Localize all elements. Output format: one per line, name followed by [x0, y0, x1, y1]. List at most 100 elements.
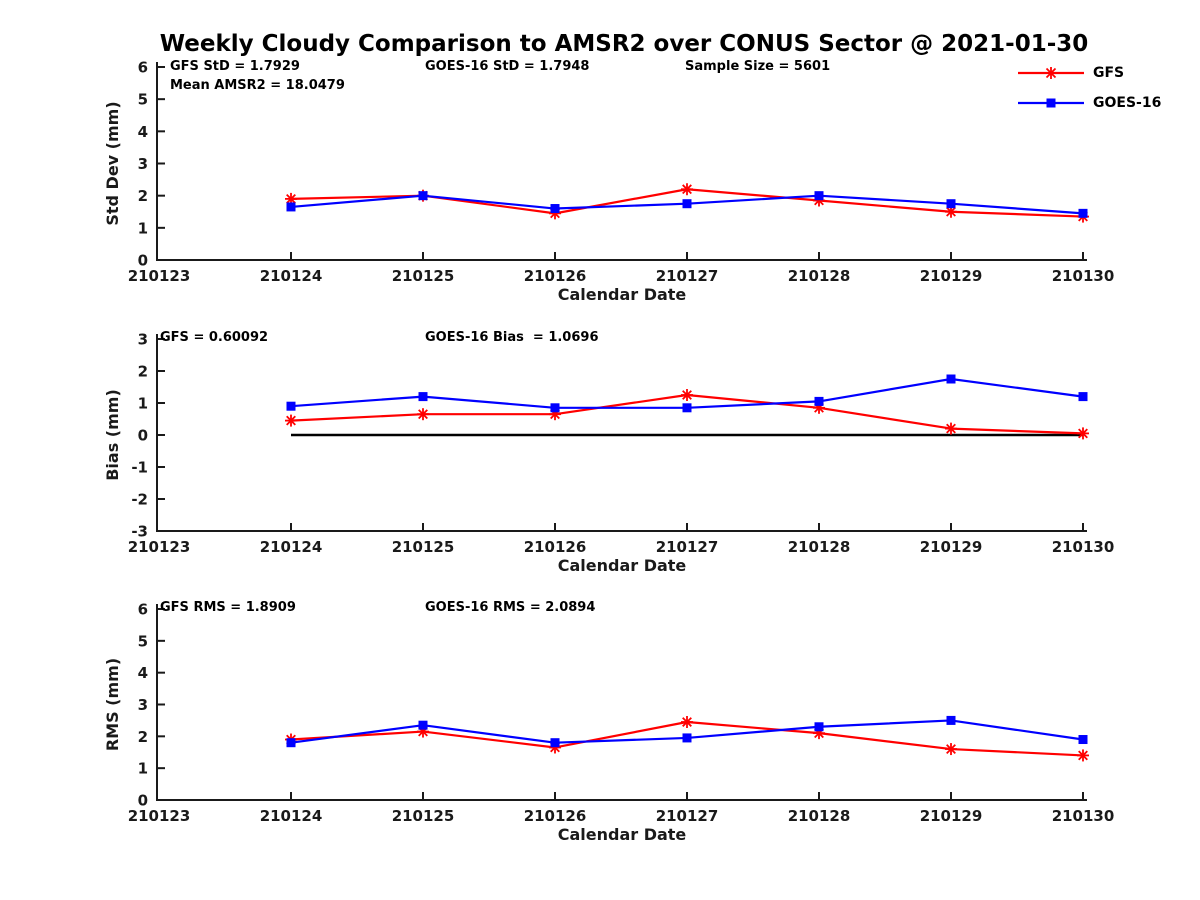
stddev-x-tick-label: 210124 — [260, 267, 323, 285]
bias-y-tick-label: 2 — [138, 363, 148, 381]
stddev-y-tick-label: 5 — [138, 91, 148, 109]
rms-plot: 0 1 2 3 4 5 6 210123 210124 210125 210126 210127 210… — [103, 601, 1114, 845]
stddev-x-tick-label: 210126 — [524, 267, 587, 285]
bias-x-tick-label: 210125 — [392, 538, 455, 556]
rms-y-tick-label: 1 — [138, 760, 148, 778]
goes16-square-marker — [286, 202, 296, 212]
legend-item-gfs: GFS — [1016, 64, 1124, 82]
square-marker-icon — [1046, 98, 1056, 108]
gfs-asterisk-marker — [945, 422, 957, 435]
goes16-square-marker — [946, 199, 956, 209]
goes16-square-marker — [682, 199, 692, 209]
bias-y-tick-label: -1 — [131, 459, 148, 477]
bias-goes16-annotation: GOES-16 Bias = 1.0696 — [425, 330, 599, 345]
bias-y-tick-label: 1 — [138, 395, 148, 413]
rms-goes16-annotation: GOES-16 RMS = 2.0894 — [425, 600, 596, 615]
stddev-gfs-annotation: GFS StD = 1.7929 — [170, 59, 300, 74]
rms-x-tick-label: 210123 — [128, 807, 191, 825]
rms-x-tick-label: 210127 — [656, 807, 719, 825]
stddev-plot: 0 1 2 3 4 5 6 210123 210124 210125 210126 210127 210… — [103, 59, 1114, 305]
stddev-y-tick-label: 1 — [138, 219, 148, 237]
legend-label-goes16: GOES-16 — [1093, 95, 1162, 111]
rms-y-tick-label: 6 — [138, 601, 148, 619]
rms-x-tick-label: 210125 — [392, 807, 455, 825]
gfs-asterisk-marker — [1077, 427, 1089, 440]
rms-y-tick-label: 3 — [138, 696, 148, 714]
gfs-asterisk-marker — [417, 408, 429, 421]
gfs-asterisk-marker — [945, 743, 957, 756]
gfs-asterisk-marker — [1077, 749, 1089, 762]
stddev-y-tick-label: 6 — [138, 59, 148, 77]
gfs-asterisk-marker — [681, 389, 693, 401]
goes16-square-marker — [550, 403, 560, 413]
rms-ylabel: RMS (mm) — [103, 658, 122, 751]
bias-x-tick-label: 210129 — [920, 538, 983, 556]
goes16-square-marker — [550, 204, 560, 214]
stddev-y-tick-label: 2 — [138, 187, 148, 205]
bias-y-tick-label: 0 — [138, 427, 148, 445]
legend-item-goes16: GOES-16 — [1016, 94, 1161, 112]
goes16-square-marker — [286, 401, 296, 411]
rms-x-tick-label: 210126 — [524, 807, 587, 825]
goes16-square-marker — [418, 191, 428, 201]
rms-x-tick-label: 210130 — [1052, 807, 1115, 825]
bias-y-tick-label: -2 — [131, 491, 148, 509]
bias-y-tick-label: -3 — [131, 523, 148, 541]
rms-x-tick-label: 210124 — [260, 807, 323, 825]
bias-x-tick-label: 210128 — [788, 538, 851, 556]
goes16-square-marker — [814, 396, 824, 406]
goes16-legend-swatch — [1018, 98, 1084, 108]
bias-x-tick-label: 210130 — [1052, 538, 1115, 556]
bias-x-tick-label: 210123 — [128, 538, 191, 556]
goes16-square-marker — [946, 374, 956, 384]
gfs-asterisk-marker — [285, 414, 297, 427]
stddev-goes16-annotation: GOES-16 StD = 1.7948 — [425, 59, 590, 74]
asterisk-marker-icon — [1045, 67, 1057, 79]
stddev-xlabel: Calendar Date — [558, 285, 687, 304]
rms-x-tick-label: 210129 — [920, 807, 983, 825]
goes16-square-marker — [1078, 208, 1088, 218]
goes16-square-marker — [550, 738, 560, 748]
stddev-x-tick-label: 210128 — [788, 267, 851, 285]
goes16-square-marker — [1078, 392, 1088, 402]
gfs-legend-swatch — [1018, 67, 1084, 79]
stddev-x-tick-label: 210125 — [392, 267, 455, 285]
goes16-square-marker — [682, 733, 692, 743]
page-title: Weekly Cloudy Comparison to AMSR2 over C… — [159, 31, 1089, 57]
stddev-mean-amsr2-annotation: Mean AMSR2 = 18.0479 — [170, 78, 345, 93]
bias-plot: -3 -2 -1 0 1 2 3 210123 210124 210125 210126 210127… — [103, 331, 1114, 576]
goes16-square-marker — [1078, 735, 1088, 745]
bias-x-tick-label: 210127 — [656, 538, 719, 556]
goes16-square-marker — [682, 403, 692, 413]
goes16-square-marker — [418, 720, 428, 730]
stddev-y-tick-label: 0 — [138, 252, 148, 270]
legend-label-gfs: GFS — [1093, 65, 1125, 81]
rms-y-tick-label: 0 — [138, 792, 148, 810]
sample-size-annotation: Sample Size = 5601 — [685, 59, 831, 74]
bias-x-tick-label: 210124 — [260, 538, 323, 556]
bias-x-tick-label: 210126 — [524, 538, 587, 556]
gfs-asterisk-marker — [681, 183, 693, 196]
bias-gfs-annotation: GFS = 0.60092 — [160, 330, 269, 345]
stddev-x-tick-label: 210129 — [920, 267, 983, 285]
goes16-square-marker — [946, 715, 956, 725]
stddev-y-tick-label: 3 — [138, 155, 148, 173]
goes16-square-marker — [418, 392, 428, 402]
rms-y-tick-label: 2 — [138, 728, 148, 746]
goes16-square-marker — [286, 738, 296, 748]
rms-xlabel: Calendar Date — [558, 825, 687, 844]
stddev-x-tick-label: 210130 — [1052, 267, 1115, 285]
goes16-square-marker — [814, 191, 824, 201]
goes16-square-marker — [814, 722, 824, 732]
bias-y-tick-label: 3 — [138, 331, 148, 349]
rms-y-tick-label: 5 — [138, 632, 148, 650]
bias-xlabel: Calendar Date — [558, 556, 687, 575]
rms-x-tick-label: 210128 — [788, 807, 851, 825]
bias-ylabel: Bias (mm) — [103, 389, 122, 481]
rms-y-tick-label: 4 — [138, 664, 148, 682]
stddev-y-tick-label: 4 — [138, 123, 148, 141]
stddev-ylabel: Std Dev (mm) — [103, 101, 122, 225]
rms-gfs-annotation: GFS RMS = 1.8909 — [160, 600, 296, 615]
stddev-x-tick-label: 210123 — [128, 267, 191, 285]
